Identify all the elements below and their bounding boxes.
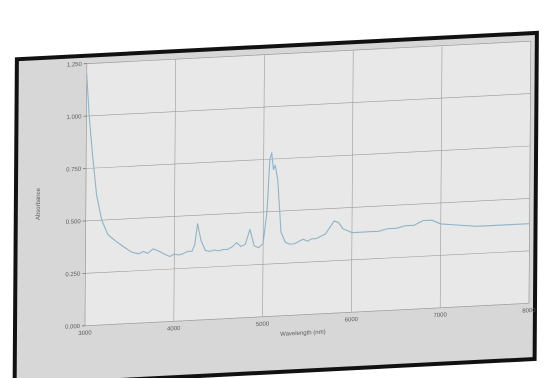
y-gridline (85, 302, 529, 327)
x-tick-label: 6000 (345, 317, 359, 324)
x-gridline (173, 59, 176, 322)
series-line (86, 74, 530, 258)
x-gridline (84, 63, 88, 326)
y-tick-label: 0.500 (66, 219, 82, 226)
x-gridline (528, 41, 532, 304)
x-tick-label: 4000 (167, 326, 181, 333)
tick-layer: 3000 4000 5000 6000 7000 8000 0.000 0.250 0.500 0… (65, 62, 536, 337)
y-tick-label: 0.000 (65, 324, 81, 331)
plot-area (84, 40, 532, 327)
y-gridline (86, 40, 531, 64)
x-tick-label: 3000 (78, 330, 92, 337)
y-tick-label: 0.250 (65, 272, 81, 279)
y-gridline (85, 250, 530, 274)
x-tick-label: 8000 (522, 308, 536, 315)
x-tick-label: 7000 (433, 312, 447, 319)
y-gridline (85, 198, 530, 222)
x-gridline (351, 50, 354, 313)
grid-layer (84, 40, 532, 327)
y-axis-title: Absorbance (36, 187, 42, 220)
y-gridline (86, 93, 531, 117)
y-tick-label: 1.250 (67, 62, 83, 69)
y-tick-label: 0.750 (66, 167, 82, 174)
x-axis-title: Wavelength (nm) (280, 330, 325, 338)
x-tick-label: 5000 (256, 321, 270, 328)
y-gridline (86, 145, 531, 169)
x-gridline (262, 54, 265, 317)
x-gridline (439, 45, 443, 308)
y-tick-label: 1.000 (66, 114, 82, 121)
